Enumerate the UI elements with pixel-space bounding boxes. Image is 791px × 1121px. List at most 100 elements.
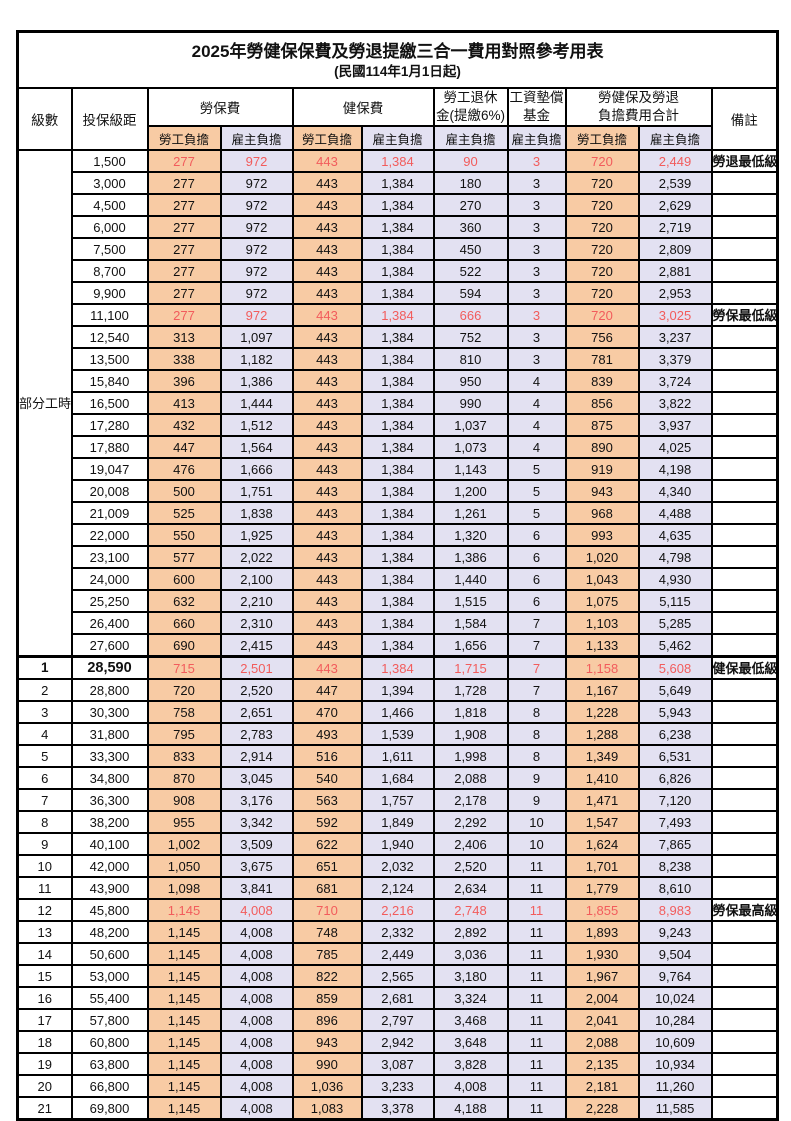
cell-bracket: 22,000: [70, 523, 149, 547]
cell-health-employer: 3,378: [360, 1096, 435, 1121]
cell-health-employer: 2,797: [360, 1008, 435, 1032]
cell-note: [710, 479, 779, 503]
header-wage-fund-employer: 雇主負擔: [506, 125, 567, 151]
cell-wage-fund-employer: 11: [506, 1052, 567, 1076]
cell-total-employee: 1,103: [564, 611, 640, 635]
cell-labor-employee: 413: [146, 391, 222, 415]
cell-total-employer: 3,822: [637, 391, 713, 415]
cell-total-employee: 2,041: [564, 1008, 640, 1032]
cell-note: [710, 611, 779, 635]
cell-bracket: 17,880: [70, 435, 149, 459]
cell-health-employee: 443: [291, 149, 363, 173]
cell-health-employer: 1,384: [360, 281, 435, 305]
cell-note: 健保最低級距: [710, 655, 779, 680]
cell-note: [710, 413, 779, 437]
cell-labor-employer: 2,501: [219, 655, 294, 680]
cell-total-employer: 3,237: [637, 325, 713, 349]
cell-labor-employer: 1,097: [219, 325, 294, 349]
cell-labor-employer: 1,925: [219, 523, 294, 547]
cell-note: [710, 501, 779, 525]
part-time-merged-cell: 部分工時: [16, 149, 73, 658]
cell-total-employer: 10,284: [637, 1008, 713, 1032]
page-title: 2025年勞健保保費及勞退提繳三合一費用對照參考用表: [191, 41, 604, 61]
page-subtitle: (民國114年1月1日起): [334, 64, 461, 80]
cell-total-employee: 2,088: [564, 1030, 640, 1054]
cell-total-employee: 720: [564, 281, 640, 305]
cell-health-employer: 1,384: [360, 633, 435, 658]
cell-labor-employee: 277: [146, 281, 222, 305]
cell-total-employer: 5,115: [637, 589, 713, 613]
cell-pension-employer: 1,073: [432, 435, 509, 459]
cell-total-employer: 9,243: [637, 920, 713, 944]
cell-health-employer: 1,384: [360, 149, 435, 173]
cell-labor-employee: 1,050: [146, 854, 222, 878]
table-row: 14 50,600 1,145 4,008 785 2,449 3,036 11 1,930 9,…: [16, 942, 779, 966]
cell-total-employer: 2,629: [637, 193, 713, 217]
cell-labor-employer: 972: [219, 171, 294, 195]
cell-total-employer: 2,539: [637, 171, 713, 195]
cell-level: 8: [16, 810, 73, 834]
cell-note: [710, 788, 779, 812]
cell-health-employer: 1,849: [360, 810, 435, 834]
cell-note: [710, 854, 779, 878]
cell-health-employee: 443: [291, 523, 363, 547]
cell-note: [710, 964, 779, 988]
table-row: 10 42,000 1,050 3,675 651 2,032 2,520 11 1,701 8,…: [16, 854, 779, 878]
cell-note: [710, 545, 779, 569]
cell-labor-employer: 3,841: [219, 876, 294, 900]
cell-labor-employer: 1,751: [219, 479, 294, 503]
cell-total-employer: 7,120: [637, 788, 713, 812]
cell-wage-fund-employer: 3: [506, 281, 567, 305]
cell-health-employer: 1,384: [360, 611, 435, 635]
cell-labor-employee: 1,145: [146, 1030, 222, 1054]
cell-labor-employee: 1,145: [146, 920, 222, 944]
cell-total-employee: 720: [564, 259, 640, 283]
cell-bracket: 16,500: [70, 391, 149, 415]
cell-total-employee: 1,547: [564, 810, 640, 834]
table-row: 16 55,400 1,145 4,008 859 2,681 3,324 11 2,004 10…: [16, 986, 779, 1010]
table-row: 3 30,300 758 2,651 470 1,466 1,818 8 1,228 5,943: [16, 700, 779, 724]
cell-total-employer: 6,238: [637, 722, 713, 746]
cell-pension-employer: 1,715: [432, 655, 509, 680]
cell-total-employee: 1,855: [564, 898, 640, 922]
table-row: 26,400 660 2,310 443 1,384 1,584 7 1,103 5,285: [18, 611, 779, 635]
cell-wage-fund-employer: 3: [506, 171, 567, 195]
cell-health-employee: 470: [291, 700, 363, 724]
cell-total-employee: 1,167: [564, 678, 640, 702]
cell-note: [710, 435, 779, 459]
cell-bracket: 48,200: [70, 920, 149, 944]
cell-wage-fund-employer: 3: [506, 237, 567, 261]
header-bracket: 投保級距: [70, 87, 149, 151]
cell-bracket: 17,280: [70, 413, 149, 437]
cell-total-employee: 1,471: [564, 788, 640, 812]
cell-wage-fund-employer: 11: [506, 986, 567, 1010]
cell-total-employer: 7,865: [637, 832, 713, 856]
cell-note: [710, 986, 779, 1010]
cell-note: [710, 810, 779, 834]
cell-health-employee: 443: [291, 545, 363, 569]
cell-health-employer: 1,384: [360, 413, 435, 437]
cell-level: 10: [16, 854, 73, 878]
cell-health-employee: 443: [291, 391, 363, 415]
cell-note: [710, 766, 779, 790]
cell-labor-employer: 4,008: [219, 898, 294, 922]
cell-labor-employer: 972: [219, 259, 294, 283]
cell-total-employer: 3,379: [637, 347, 713, 371]
cell-bracket: 4,500: [70, 193, 149, 217]
cell-health-employer: 2,681: [360, 986, 435, 1010]
cell-total-employee: 1,701: [564, 854, 640, 878]
cell-note: [710, 391, 779, 415]
cell-note: [710, 171, 779, 195]
cell-health-employee: 493: [291, 722, 363, 746]
cell-health-employee: 443: [291, 193, 363, 217]
cell-labor-employer: 4,008: [219, 1074, 294, 1098]
cell-wage-fund-employer: 4: [506, 435, 567, 459]
cell-health-employee: 443: [291, 215, 363, 239]
cell-pension-employer: 180: [432, 171, 509, 195]
cell-labor-employee: 632: [146, 589, 222, 613]
cell-labor-employee: 908: [146, 788, 222, 812]
cell-labor-employer: 4,008: [219, 942, 294, 966]
cell-pension-employer: 1,515: [432, 589, 509, 613]
table-row: 23,100 577 2,022 443 1,384 1,386 6 1,020 4,798: [18, 545, 779, 569]
cell-labor-employee: 955: [146, 810, 222, 834]
